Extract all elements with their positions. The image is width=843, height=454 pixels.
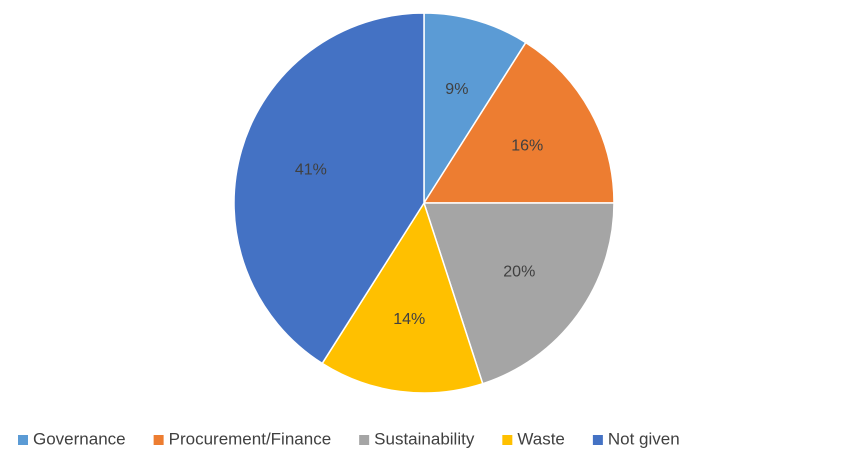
pie-slice [422,202,615,385]
legend-swatch [153,435,164,445]
legend-label: Procurement/Finance [169,429,332,448]
legend-label: Not given [608,429,680,448]
slice-label: 20% [503,263,535,280]
legend-label: Waste [517,429,565,448]
slice-label: 9% [445,81,468,98]
pie-slice [233,12,425,365]
legend-swatch [592,435,603,445]
slice-label: 16% [511,137,543,154]
legend-swatch [18,435,28,445]
legend-swatch [359,435,370,445]
pie-slice [422,41,615,204]
slice-label: 41% [295,161,327,178]
legend-label: Governance [33,429,126,448]
pie-slice [423,12,527,206]
slice-label: 14% [393,311,425,328]
legend-swatch [502,435,513,445]
pie-slice [321,201,484,394]
legend-label: Sustainability [374,429,475,448]
